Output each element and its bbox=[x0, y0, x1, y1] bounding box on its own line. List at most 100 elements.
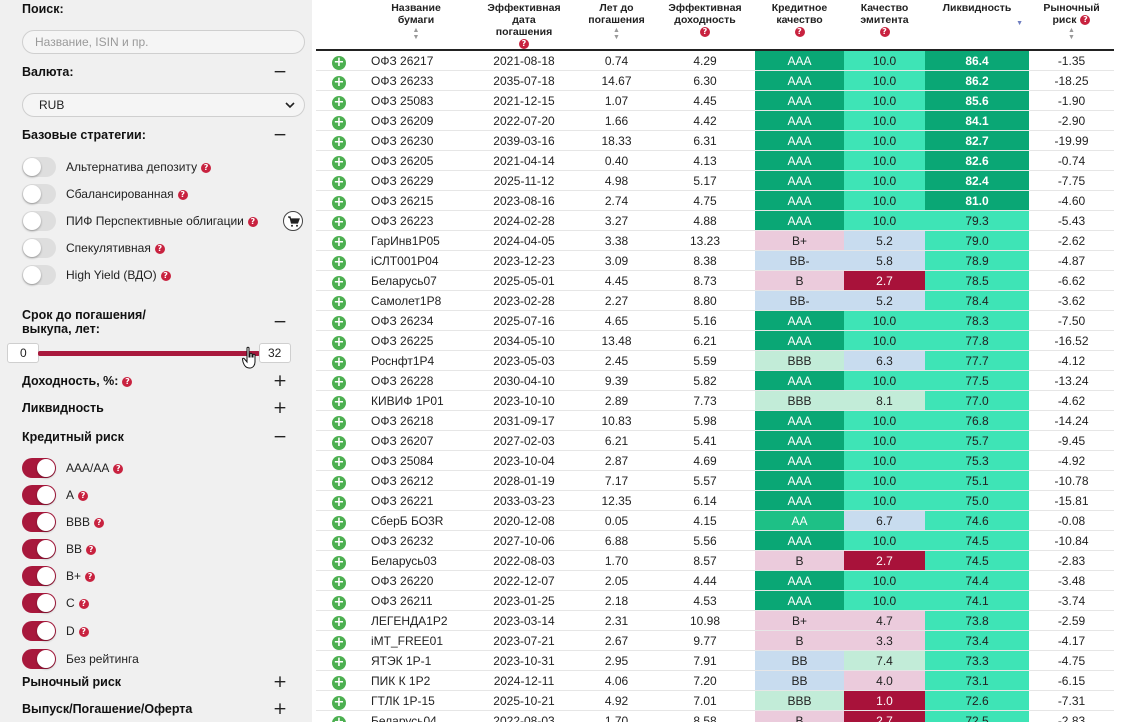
table-row[interactable]: + ОФЗ 26218 2031-09-17 10.83 5.98 AAA 10.0 76.8… bbox=[316, 410, 1114, 431]
column-header-date[interactable]: Эффективная дата погашения? bbox=[470, 0, 578, 51]
table-row[interactable]: + ОФЗ 26212 2028-01-19 7.17 5.57 AAA 10.0 75.1-… bbox=[316, 470, 1114, 491]
table-row[interactable]: + ОФЗ 26229 2025-11-12 4.98 5.17 AAA 10.0 82.4-… bbox=[316, 170, 1114, 191]
add-to-portfolio-icon[interactable]: + bbox=[332, 275, 346, 290]
add-to-portfolio-icon[interactable]: + bbox=[332, 595, 346, 610]
strategy-high-yield-switch[interactable] bbox=[22, 265, 56, 285]
table-row[interactable]: + iСЛТ001P04 2023-12-23 3.09 8.38 BB- 5.8 78.9-… bbox=[316, 250, 1114, 271]
table-row[interactable]: + Беларусь03 2022-08-03 1.70 8.57 B 2.7 74.5 -2.… bbox=[316, 550, 1114, 571]
bond-name-cell[interactable]: ОФЗ 26230 bbox=[362, 130, 470, 151]
currency-select[interactable]: RUB bbox=[22, 93, 305, 117]
add-to-portfolio-icon[interactable]: + bbox=[332, 95, 346, 110]
table-row[interactable]: + ОФЗ 26232 2027-10-06 6.88 5.56 AAA 10.0 74.5-… bbox=[316, 530, 1114, 551]
bond-name-cell[interactable]: Беларусь07 bbox=[362, 270, 470, 291]
sort-desc-icon[interactable]: ▼ bbox=[1016, 20, 1023, 27]
add-to-portfolio-icon[interactable]: + bbox=[332, 115, 346, 130]
table-row[interactable]: + iMT_FREE01 2023-07-21 2.67 9.77 B 3.3 73.4 -4.… bbox=[316, 630, 1114, 651]
table-row[interactable]: + СберБ БО3R 2020-12-08 0.05 4.15 AA 6.7 74.6 -0… bbox=[316, 510, 1114, 531]
table-row[interactable]: + ОФЗ 26217 2021-08-18 0.74 4.29 AAA 10.0 86.4-… bbox=[316, 50, 1114, 71]
table-row[interactable]: + Самолет1P8 2023-02-28 2.27 8.80 BB- 5.2 78.4-… bbox=[316, 290, 1114, 311]
strategies-collapse-icon[interactable]: − bbox=[272, 125, 288, 145]
sort-icon[interactable]: ▲ ▼ bbox=[1068, 27, 1075, 41]
help-icon[interactable]: ? bbox=[78, 599, 89, 609]
help-icon[interactable]: ? bbox=[86, 545, 97, 555]
add-to-portfolio-icon[interactable]: + bbox=[332, 355, 346, 370]
add-to-portfolio-icon[interactable]: + bbox=[332, 135, 346, 150]
credit-unrated-switch[interactable] bbox=[22, 649, 56, 669]
help-icon[interactable]: ? bbox=[177, 190, 188, 200]
sort-icon[interactable]: ▲ ▼ bbox=[412, 27, 420, 41]
help-icon[interactable]: ? bbox=[85, 572, 96, 582]
table-row[interactable]: + ОФЗ 26228 2030-04-10 9.39 5.82 AAA 10.0 77.5-… bbox=[316, 370, 1114, 391]
table-row[interactable]: + ОФЗ 26225 2034-05-10 13.48 6.21 AAA 10.0 77.8… bbox=[316, 330, 1114, 351]
help-icon[interactable]: ? bbox=[94, 518, 105, 528]
help-icon[interactable]: ? bbox=[794, 27, 805, 37]
add-to-portfolio-icon[interactable]: + bbox=[332, 475, 346, 490]
table-row[interactable]: + ОФЗ 26205 2021-04-14 0.40 4.13 AAA 10.0 82.6-… bbox=[316, 150, 1114, 171]
maturity-range-slider[interactable] bbox=[38, 351, 260, 356]
table-row[interactable]: + ОФЗ 26233 2035-07-18 14.67 6.30 AAA 10.0 86.2… bbox=[316, 70, 1114, 91]
add-to-portfolio-icon[interactable]: + bbox=[332, 555, 346, 570]
strategy-deposit-alt-switch[interactable] bbox=[22, 157, 56, 177]
table-row[interactable]: + Роснфт1P4 2023-05-03 2.45 5.59 BBB 6.3 77.7 -4… bbox=[316, 350, 1114, 371]
add-to-portfolio-icon[interactable]: + bbox=[332, 655, 346, 670]
table-row[interactable]: + КИВИФ 1P01 2023-10-10 2.89 7.73 BBB 8.1 77.0-… bbox=[316, 390, 1114, 411]
add-to-portfolio-icon[interactable]: + bbox=[332, 695, 346, 710]
add-to-portfolio-icon[interactable]: + bbox=[332, 635, 346, 650]
help-icon[interactable]: ? bbox=[247, 217, 258, 227]
add-to-portfolio-icon[interactable]: + bbox=[332, 455, 346, 470]
bond-name-cell[interactable]: ОФЗ 26217 bbox=[362, 50, 470, 71]
table-row[interactable]: + ОФЗ 26221 2033-03-23 12.35 6.14 AAA 10.0 75.0… bbox=[316, 490, 1114, 511]
credit-risk-collapse-icon[interactable]: − bbox=[272, 427, 288, 447]
bond-name-cell[interactable]: iMT_FREE01 bbox=[362, 630, 470, 651]
help-icon[interactable]: ? bbox=[1080, 15, 1091, 25]
add-to-portfolio-icon[interactable]: + bbox=[332, 575, 346, 590]
table-row[interactable]: + ОФЗ 26220 2022-12-07 2.05 4.44 AAA 10.0 74.4-… bbox=[316, 570, 1114, 591]
bond-name-cell[interactable]: ЯТЭК 1P-1 bbox=[362, 650, 470, 671]
liquidity-expand-icon[interactable]: + bbox=[272, 398, 288, 418]
issue-expand-icon[interactable]: + bbox=[272, 699, 288, 719]
add-to-portfolio-icon[interactable]: + bbox=[332, 515, 346, 530]
bond-name-cell[interactable]: ГТЛК 1P-15 bbox=[362, 690, 470, 711]
table-row[interactable]: + ГарИнв1P05 2024-04-05 3.38 13.23 B+ 5.2 79.0-… bbox=[316, 230, 1114, 251]
bond-name-cell[interactable]: Беларусь03 bbox=[362, 550, 470, 571]
credit-d-switch[interactable] bbox=[22, 621, 56, 641]
bond-name-cell[interactable]: ОФЗ 26207 bbox=[362, 430, 470, 451]
table-row[interactable]: + Беларусь07 2025-05-01 4.45 8.73 B 2.7 78.5 -6.… bbox=[316, 270, 1114, 291]
table-row[interactable]: + ОФЗ 26223 2024-02-28 3.27 4.88 AAA 10.0 79.3-… bbox=[316, 210, 1114, 231]
maturity-min-input[interactable]: 0 bbox=[7, 343, 39, 363]
yield-expand-icon[interactable]: + bbox=[272, 371, 288, 391]
add-to-portfolio-icon[interactable]: + bbox=[332, 415, 346, 430]
column-header-market-risk[interactable]: Рыночный риск? ▲ ▼ bbox=[1029, 0, 1114, 51]
add-to-portfolio-icon[interactable]: + bbox=[332, 375, 346, 390]
add-to-portfolio-icon[interactable]: + bbox=[332, 255, 346, 270]
bond-name-cell[interactable]: iСЛТ001P04 bbox=[362, 250, 470, 271]
add-to-portfolio-icon[interactable]: + bbox=[332, 75, 346, 90]
bond-name-cell[interactable]: ОФЗ 26228 bbox=[362, 370, 470, 391]
help-icon[interactable]: ? bbox=[700, 27, 710, 37]
add-to-portfolio-icon[interactable]: + bbox=[332, 535, 346, 550]
add-to-portfolio-icon[interactable]: + bbox=[332, 175, 346, 190]
cart-icon[interactable] bbox=[283, 211, 303, 231]
add-to-portfolio-icon[interactable]: + bbox=[332, 615, 346, 630]
table-row[interactable]: + ОФЗ 26209 2022-07-20 1.66 4.42 AAA 10.0 84.1-… bbox=[316, 110, 1114, 131]
help-icon[interactable]: ? bbox=[154, 244, 165, 254]
add-to-portfolio-icon[interactable]: + bbox=[332, 435, 346, 450]
add-to-portfolio-icon[interactable]: + bbox=[332, 335, 346, 350]
add-to-portfolio-icon[interactable]: + bbox=[332, 315, 346, 330]
table-row[interactable]: + ОФЗ 26230 2039-03-16 18.33 6.31 AAA 10.0 82.7… bbox=[316, 130, 1114, 151]
help-icon[interactable]: ? bbox=[122, 377, 133, 387]
credit-bb-switch[interactable] bbox=[22, 539, 56, 559]
add-to-portfolio-icon[interactable]: + bbox=[332, 55, 346, 70]
help-icon[interactable]: ? bbox=[519, 39, 529, 49]
bond-name-cell[interactable]: ГарИнв1P05 bbox=[362, 230, 470, 251]
add-to-portfolio-icon[interactable]: + bbox=[332, 395, 346, 410]
column-header-credit[interactable]: Кредитное качество? bbox=[755, 0, 844, 51]
bond-name-cell[interactable]: ОФЗ 26232 bbox=[362, 530, 470, 551]
bond-name-cell[interactable]: Самолет1P8 bbox=[362, 290, 470, 311]
table-row[interactable]: + ОФЗ 26207 2027-02-03 6.21 5.41 AAA 10.0 75.7-… bbox=[316, 430, 1114, 451]
market-risk-expand-icon[interactable]: + bbox=[272, 672, 288, 692]
table-row[interactable]: + ОФЗ 26215 2023-08-16 2.74 4.75 AAA 10.0 81.0-… bbox=[316, 190, 1114, 211]
bond-name-cell[interactable]: ОФЗ 26234 bbox=[362, 310, 470, 331]
bond-name-cell[interactable]: ОФЗ 26205 bbox=[362, 150, 470, 171]
strategy-speculative-switch[interactable] bbox=[22, 238, 56, 258]
